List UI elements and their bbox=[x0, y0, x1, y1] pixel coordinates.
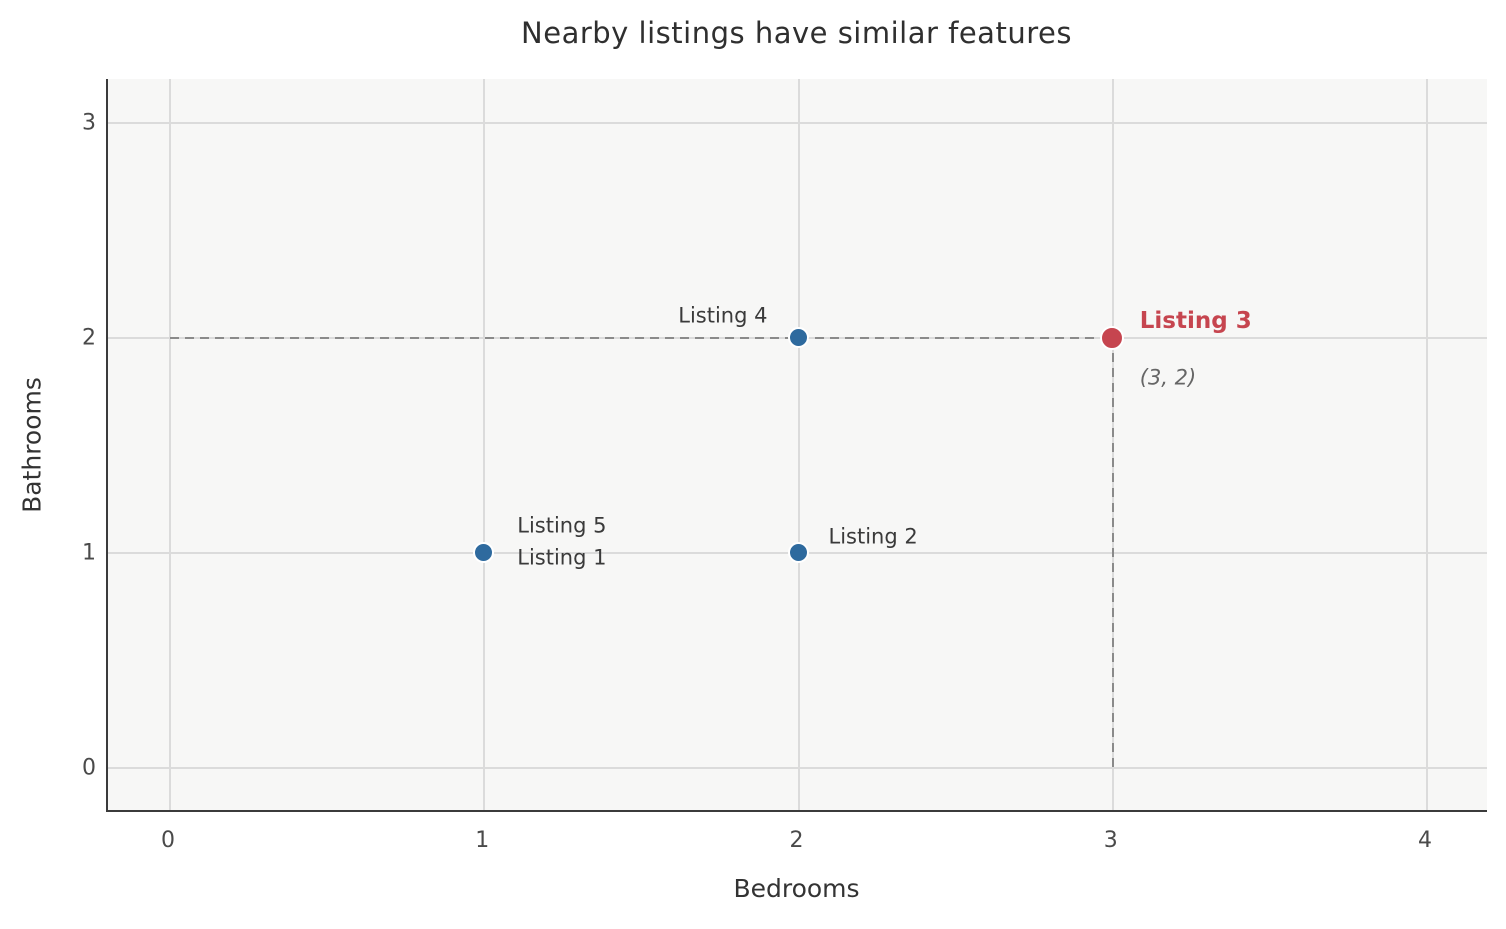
point-annotation: (3, 2) bbox=[1139, 365, 1197, 390]
y-tick-label: 1 bbox=[82, 540, 96, 566]
x-axis-label: Bedrooms bbox=[733, 874, 860, 903]
point-label: Listing 4 bbox=[678, 303, 768, 328]
x-tick-label: 2 bbox=[789, 828, 804, 853]
gridline-vertical bbox=[483, 79, 486, 810]
gridline-vertical bbox=[797, 79, 800, 810]
x-tick-label: 3 bbox=[1103, 828, 1118, 853]
gridline-vertical bbox=[1426, 79, 1428, 810]
data-point bbox=[787, 542, 809, 563]
data-point bbox=[787, 327, 809, 348]
point-label: Listing 2 bbox=[828, 524, 918, 549]
point-label: Listing 5 bbox=[517, 513, 607, 538]
guide-line-horizontal bbox=[170, 337, 1113, 340]
plot-area: Listing 1 Listing 2 Listing 3 (3, 2) Listing… bbox=[106, 79, 1487, 812]
x-tick-label: 4 bbox=[1418, 828, 1432, 853]
gridline-vertical bbox=[169, 79, 171, 810]
gridline-horizontal bbox=[108, 767, 1487, 769]
chart-title: Nearby listings have similar features bbox=[521, 16, 1072, 50]
point-label: Listing 1 bbox=[517, 545, 607, 570]
point-label: Listing 3 bbox=[1139, 308, 1252, 335]
guide-line-vertical bbox=[1111, 338, 1114, 768]
gridline-horizontal bbox=[108, 122, 1487, 124]
y-tick-label: 0 bbox=[82, 755, 96, 781]
x-tick-label: 0 bbox=[161, 828, 175, 853]
x-tick-label: 1 bbox=[475, 828, 490, 853]
data-point bbox=[473, 542, 495, 563]
y-tick-label: 3 bbox=[82, 110, 96, 136]
y-axis-label: Bathrooms bbox=[17, 377, 47, 513]
data-point bbox=[1100, 325, 1125, 350]
y-tick-label: 2 bbox=[82, 325, 96, 351]
